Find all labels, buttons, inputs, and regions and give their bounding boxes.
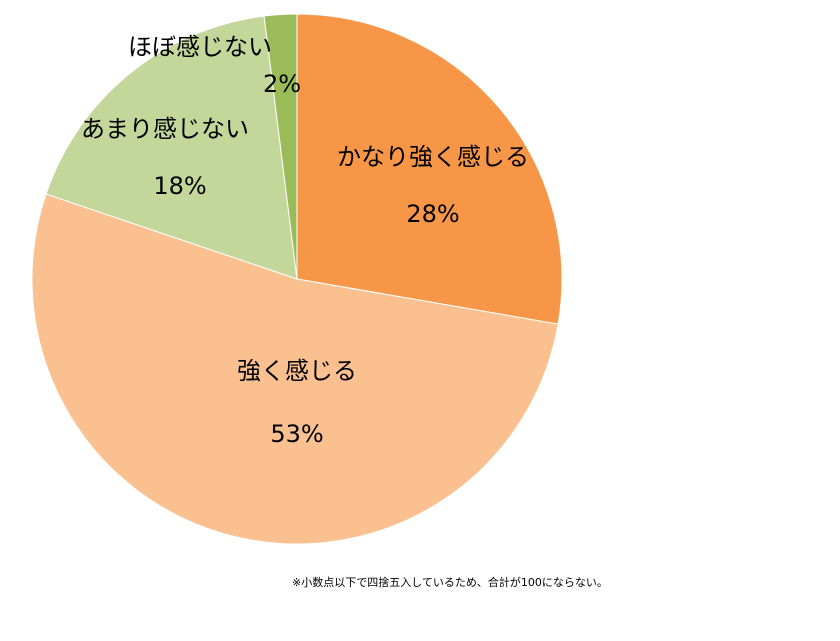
pie-slice [45,15,298,280]
slice-label: かなり強く感じる [337,143,529,171]
pie-slice [31,193,559,545]
pie-slice [263,13,298,280]
value-label: 2% [263,70,301,98]
pie-slice [296,13,563,325]
slice-label: 強く感じる [237,357,357,385]
slice-label: あまり感じない [81,115,249,143]
footnote: ※小数点以下で四捨五入しているため、合計が100にならない。 [292,575,608,589]
slice-label: ほぼ感じない [128,33,272,61]
value-label: 53% [270,420,323,448]
value-label: 18% [153,172,206,200]
value-label: 28% [406,200,459,228]
